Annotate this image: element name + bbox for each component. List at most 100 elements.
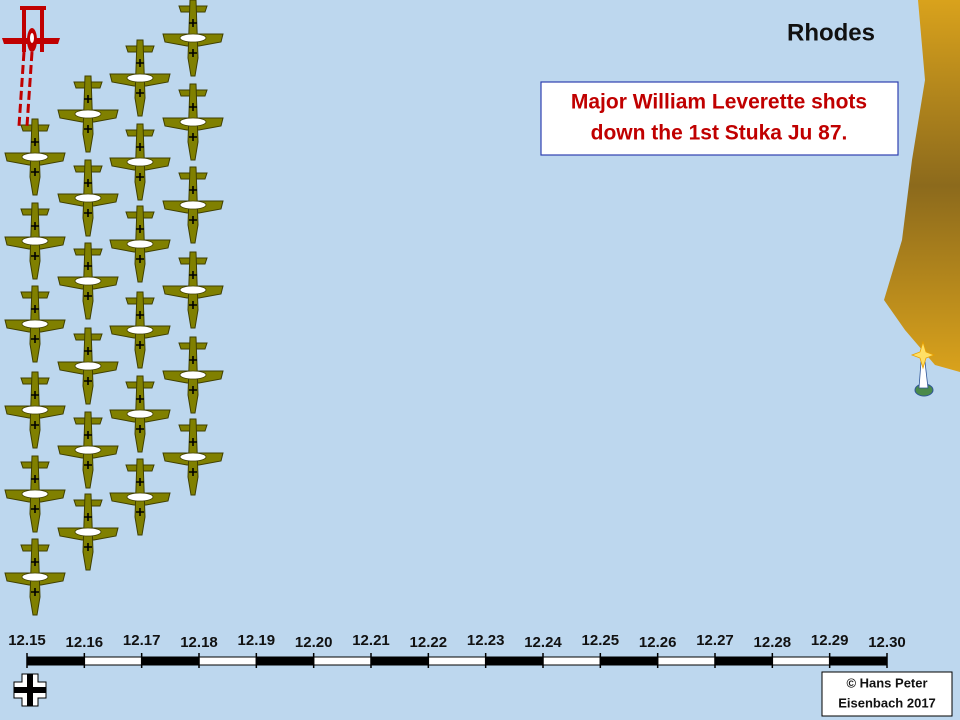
stuka xyxy=(4,118,66,196)
timeline-label: 12.21 xyxy=(352,632,390,649)
timeline-segment xyxy=(141,656,200,666)
cross xyxy=(189,103,197,111)
cross xyxy=(31,335,39,343)
timeline-segment xyxy=(370,656,429,666)
timeline-label: 12.20 xyxy=(295,634,333,651)
timeline-label: 12.28 xyxy=(754,634,792,651)
stuka xyxy=(109,123,171,201)
cockpit xyxy=(21,572,49,582)
cross xyxy=(189,356,197,364)
p38-lightning xyxy=(2,6,60,127)
cockpit xyxy=(74,276,102,286)
cross xyxy=(84,209,92,217)
copyright-line: Eisenbach 2017 xyxy=(838,695,936,710)
cross xyxy=(136,225,144,233)
stuka xyxy=(4,371,66,449)
cross xyxy=(84,513,92,521)
cross xyxy=(136,425,144,433)
stuka xyxy=(162,83,224,161)
cross xyxy=(31,588,39,596)
stuka xyxy=(4,202,66,280)
timeline-label: 12.22 xyxy=(410,634,448,651)
cockpit xyxy=(21,405,49,415)
cross xyxy=(136,89,144,97)
stuka xyxy=(162,251,224,329)
timeline-label: 12.24 xyxy=(524,634,562,651)
caption-box xyxy=(540,81,899,156)
stuka xyxy=(109,205,171,283)
lighthouse xyxy=(910,340,936,397)
cross xyxy=(189,216,197,224)
cross xyxy=(84,543,92,551)
cockpit xyxy=(179,452,207,462)
cross xyxy=(189,271,197,279)
stuka xyxy=(4,538,66,616)
stuka xyxy=(162,418,224,496)
cross xyxy=(31,421,39,429)
timeline-label: 12.30 xyxy=(868,634,906,651)
timeline-label: 12.16 xyxy=(66,634,104,651)
cockpit xyxy=(74,445,102,455)
cockpit xyxy=(179,117,207,127)
timeline-label: 12.18 xyxy=(180,634,218,651)
cross xyxy=(189,133,197,141)
stuka xyxy=(162,166,224,244)
timeline-label: 12.25 xyxy=(582,632,620,649)
cross xyxy=(84,125,92,133)
timeline-segment xyxy=(599,656,659,666)
cross xyxy=(84,292,92,300)
cockpit xyxy=(74,527,102,537)
cross xyxy=(84,262,92,270)
timeline-label: 12.17 xyxy=(123,632,161,649)
stuka xyxy=(109,375,171,453)
cross xyxy=(189,186,197,194)
cross xyxy=(136,255,144,263)
timeline-label: 12.27 xyxy=(696,632,734,649)
stuka xyxy=(57,327,119,405)
title: Rhodes xyxy=(787,19,875,46)
caption-line: Major William Leverette shots xyxy=(571,91,867,114)
stuka xyxy=(162,0,224,77)
cockpit xyxy=(179,285,207,295)
stuka xyxy=(4,285,66,363)
copyright-box xyxy=(821,671,953,717)
cross xyxy=(31,475,39,483)
timeline-segment xyxy=(714,656,773,666)
timeline-segment xyxy=(26,656,85,666)
cockpit xyxy=(21,319,49,329)
cross xyxy=(84,377,92,385)
timeline-label: 12.19 xyxy=(238,632,276,649)
cross xyxy=(31,138,39,146)
cockpit xyxy=(179,370,207,380)
cross xyxy=(84,347,92,355)
cross xyxy=(31,168,39,176)
cockpit xyxy=(126,73,154,83)
timeline-segment xyxy=(485,656,544,666)
timeline-label: 12.23 xyxy=(467,632,505,649)
stuka xyxy=(109,291,171,369)
timeline: 12.15 12.16 12.17 12.18 12.19 12.20 12.21 12.22… xyxy=(8,632,906,668)
cockpit xyxy=(126,492,154,502)
cross xyxy=(31,391,39,399)
timeline-segment xyxy=(313,656,372,666)
cross xyxy=(136,173,144,181)
cross xyxy=(189,49,197,57)
timeline-segment xyxy=(771,656,831,666)
cross xyxy=(136,59,144,67)
cross xyxy=(189,301,197,309)
cockpit xyxy=(179,33,207,43)
timeline-segment xyxy=(255,656,315,666)
cross xyxy=(189,386,197,394)
timeline-segment xyxy=(829,656,888,666)
cross xyxy=(136,395,144,403)
cross xyxy=(31,305,39,313)
cross xyxy=(136,478,144,486)
stuka xyxy=(57,493,119,571)
cross xyxy=(84,179,92,187)
cross xyxy=(136,311,144,319)
balkenkreuz xyxy=(13,673,47,707)
cockpit xyxy=(126,239,154,249)
stuka xyxy=(109,39,171,117)
cockpit xyxy=(21,236,49,246)
